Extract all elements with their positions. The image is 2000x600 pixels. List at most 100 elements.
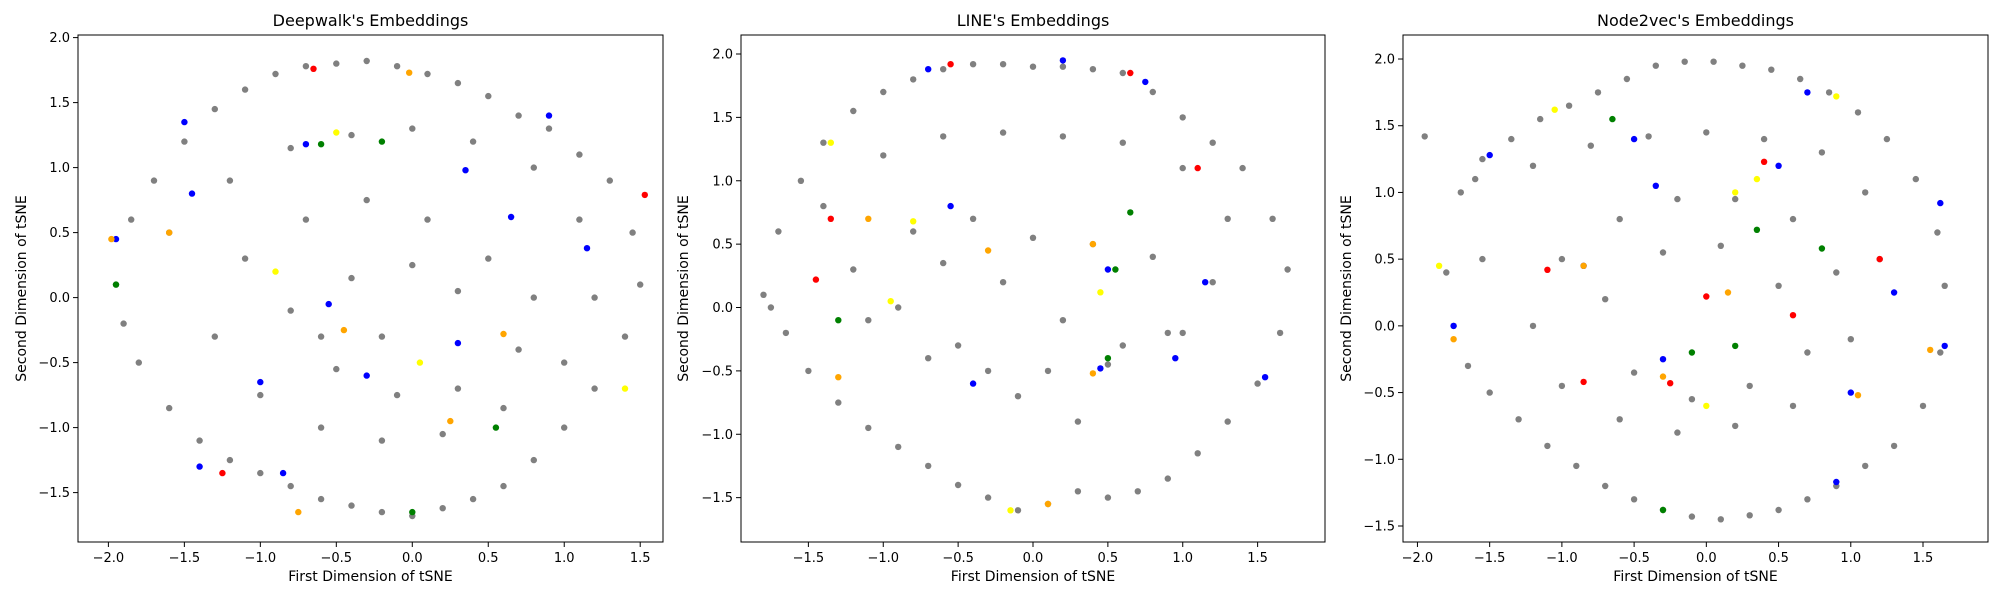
scatter-point (1703, 129, 1710, 136)
x-tick: −1.0 (245, 542, 276, 566)
scatter-point (1876, 255, 1883, 263)
scatter-point (530, 164, 537, 171)
scatter-point (1760, 135, 1768, 143)
scatter-point (1927, 346, 1934, 354)
x-tick-label: −0.5 (321, 551, 353, 566)
scatter-point (485, 92, 492, 100)
x-tick: 0.0 (402, 542, 423, 566)
scatter-point (880, 88, 887, 96)
scatter-point (1912, 175, 1920, 183)
x-axis-label: First Dimension of tSNE (288, 569, 452, 585)
scatter-point (507, 213, 515, 221)
scatter-point (295, 508, 302, 516)
scatter-point (1261, 374, 1269, 381)
scatter-point (947, 202, 954, 210)
x-tick: 1.5 (1247, 542, 1268, 566)
scatter-point (257, 391, 264, 399)
scatter-point (545, 112, 553, 119)
y-tick: −1.0 (1363, 453, 1403, 468)
scatter-point (1717, 516, 1725, 523)
x-tick: 1.5 (630, 542, 651, 566)
y-tick: 2.0 (1374, 53, 1403, 68)
y-tick: −1.5 (701, 491, 741, 506)
scatter-point (1602, 296, 1609, 303)
y-tick-label: 1.0 (49, 161, 70, 176)
scatter-point (954, 342, 962, 349)
y-tick: 0.0 (1374, 319, 1403, 334)
y-tick: 1.5 (712, 111, 741, 126)
scatter-point (112, 235, 120, 243)
scatter-point (1804, 89, 1811, 96)
scatter-point (1172, 355, 1179, 362)
scatter-point (1703, 402, 1710, 410)
scatter-point (984, 494, 992, 501)
scatter-point (1112, 266, 1119, 273)
scatter-point (910, 76, 917, 83)
scatter-point (1097, 365, 1104, 372)
scatter-point (1854, 109, 1862, 116)
scatter-point (1104, 361, 1112, 368)
scatter-point (1558, 382, 1566, 390)
scatter-point (1421, 133, 1428, 140)
scatter-point (196, 463, 203, 470)
scatter-point (940, 66, 947, 73)
scatter-point (363, 57, 370, 65)
y-tick: 0.5 (712, 238, 741, 253)
y-tick-label: 0.5 (1374, 253, 1395, 268)
scatter-point (241, 255, 249, 262)
scatter-point (454, 79, 462, 87)
scatter-point (1630, 369, 1638, 376)
scatter-point (827, 215, 834, 222)
x-axis-label: First Dimension of tSNE (951, 569, 1115, 585)
scatter-point (1753, 175, 1761, 183)
scatter-point (219, 469, 226, 477)
scatter-point (1804, 496, 1811, 503)
scatter-point (637, 281, 644, 288)
scatter-point (1179, 164, 1186, 172)
scatter-point (409, 261, 416, 269)
scatter-point (561, 424, 568, 431)
scatter-point (827, 139, 834, 146)
scatter-point (760, 291, 767, 298)
x-tick-label: 1.0 (1172, 551, 1193, 566)
scatter-point (485, 255, 492, 262)
scatter-point (317, 424, 325, 431)
scatter-point (835, 317, 842, 324)
x-tick-label: −1.0 (867, 551, 899, 566)
scatter-point (1804, 349, 1811, 356)
scatter-point (910, 228, 917, 235)
y-tick-label: −0.5 (701, 364, 733, 379)
scatter-point (1059, 133, 1067, 140)
scatter-point (1464, 362, 1472, 370)
scatter-point (1623, 75, 1631, 83)
x-tick-label: 1.0 (554, 551, 575, 566)
y-tick: 1.0 (1374, 186, 1403, 201)
y-tick-label: 2.0 (49, 31, 70, 46)
scatter-point (1089, 370, 1097, 377)
scatter-point (1717, 242, 1725, 249)
scatter-point (447, 417, 454, 425)
scatter-point (880, 152, 887, 159)
y-tick-label: 1.5 (712, 111, 733, 126)
scatter-point (1014, 507, 1022, 514)
scatter-point (1659, 356, 1667, 363)
scatter-point (925, 355, 932, 362)
scatter-point (340, 326, 348, 334)
scatter-point (797, 177, 805, 184)
scatter-point (1919, 402, 1927, 410)
scatter-point (1934, 229, 1941, 236)
scatter-point (393, 62, 401, 70)
x-tick: 0.0 (1023, 542, 1043, 566)
scatter-point (895, 443, 902, 451)
scatter-point (1029, 63, 1037, 70)
scatter-point (865, 215, 872, 222)
scatter-point (999, 60, 1007, 68)
y-tick-label: −1.0 (38, 421, 70, 436)
scatter-point (1573, 462, 1580, 470)
plot-area (1421, 58, 1948, 523)
scatter-point (150, 177, 158, 184)
scatter-point (812, 276, 820, 283)
scatter-point (1630, 135, 1638, 143)
scatter-point (1833, 93, 1840, 100)
scatter-point (1269, 215, 1276, 222)
